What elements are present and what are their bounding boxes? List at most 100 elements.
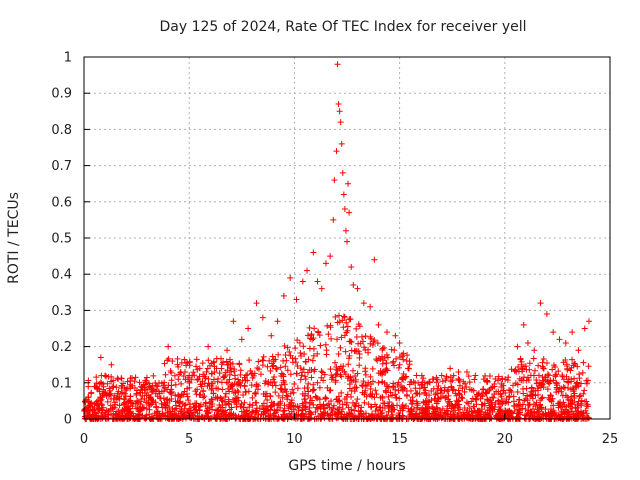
data-point — [229, 381, 236, 388]
data-point — [414, 406, 421, 413]
data-point — [455, 387, 462, 394]
data-point — [241, 374, 248, 381]
data-point — [567, 367, 574, 374]
data-point — [376, 404, 383, 411]
data-point — [576, 375, 583, 382]
data-point — [581, 325, 588, 332]
data-point — [359, 338, 366, 345]
data-point — [316, 384, 323, 391]
data-point — [238, 336, 245, 343]
data-point — [213, 355, 220, 362]
data-point — [294, 337, 301, 344]
data-point — [327, 253, 334, 260]
data-point — [179, 412, 186, 419]
data-point — [335, 312, 342, 319]
data-point — [266, 415, 273, 422]
data-point — [305, 380, 312, 387]
data-point — [442, 410, 449, 417]
data-point — [351, 407, 358, 414]
data-point — [474, 392, 481, 399]
data-point — [344, 323, 351, 330]
data-point — [569, 398, 576, 405]
data-point — [389, 392, 396, 399]
data-point — [484, 378, 491, 385]
data-point — [319, 369, 326, 376]
data-point — [103, 407, 110, 414]
data-point — [214, 394, 221, 401]
data-point — [172, 381, 179, 388]
data-point — [253, 407, 260, 414]
data-point — [174, 398, 181, 405]
data-point — [194, 386, 201, 393]
data-point — [301, 392, 308, 399]
data-point — [269, 353, 276, 360]
data-point — [146, 394, 153, 401]
data-point — [334, 371, 341, 378]
data-point — [146, 411, 153, 418]
data-point — [436, 407, 443, 414]
data-point — [341, 206, 348, 213]
data-point — [153, 412, 160, 419]
data-point — [169, 408, 176, 415]
data-point — [550, 402, 557, 409]
data-point — [294, 363, 301, 370]
data-point — [190, 369, 197, 376]
data-point — [246, 404, 253, 411]
data-point — [302, 358, 309, 365]
x-tick-label: 0 — [80, 432, 88, 447]
data-point — [353, 333, 360, 340]
data-point — [535, 408, 542, 415]
data-point — [363, 393, 370, 400]
y-tick-label: 0.3 — [51, 304, 72, 319]
data-point — [393, 394, 400, 401]
data-point — [231, 399, 238, 406]
data-point — [167, 367, 174, 374]
data-point — [229, 382, 236, 389]
data-point — [325, 400, 332, 407]
data-point — [178, 392, 185, 399]
data-point — [232, 395, 239, 402]
data-point — [96, 380, 103, 387]
data-point — [249, 402, 256, 409]
y-tick-label: 0.9 — [51, 87, 72, 102]
data-point — [383, 381, 390, 388]
data-point — [182, 359, 189, 366]
data-point — [552, 372, 559, 379]
data-point — [559, 373, 566, 380]
data-point — [551, 412, 558, 419]
data-point — [430, 376, 437, 383]
data-point — [187, 401, 194, 408]
data-point — [149, 388, 156, 395]
data-point — [287, 274, 294, 281]
data-point — [540, 355, 547, 362]
data-point — [222, 390, 229, 397]
data-point — [315, 329, 322, 336]
data-point — [581, 398, 588, 405]
data-point — [105, 391, 112, 398]
data-point — [156, 379, 163, 386]
data-point — [143, 374, 150, 381]
data-point — [371, 337, 378, 344]
data-point — [121, 396, 128, 403]
data-point — [219, 386, 226, 393]
data-point — [93, 380, 100, 387]
data-point — [535, 362, 542, 369]
data-point — [128, 412, 135, 419]
data-point — [154, 383, 161, 390]
data-point — [421, 379, 428, 386]
data-point — [201, 373, 208, 380]
data-point — [204, 383, 211, 390]
data-point — [306, 324, 313, 331]
data-point — [116, 395, 123, 402]
data-point — [455, 375, 462, 382]
data-point — [178, 380, 185, 387]
data-point — [103, 373, 110, 380]
data-point — [141, 404, 148, 411]
data-point — [522, 395, 529, 402]
data-point — [369, 391, 376, 398]
data-point — [555, 388, 562, 395]
data-point — [396, 354, 403, 361]
data-point — [221, 374, 228, 381]
data-point — [479, 386, 486, 393]
